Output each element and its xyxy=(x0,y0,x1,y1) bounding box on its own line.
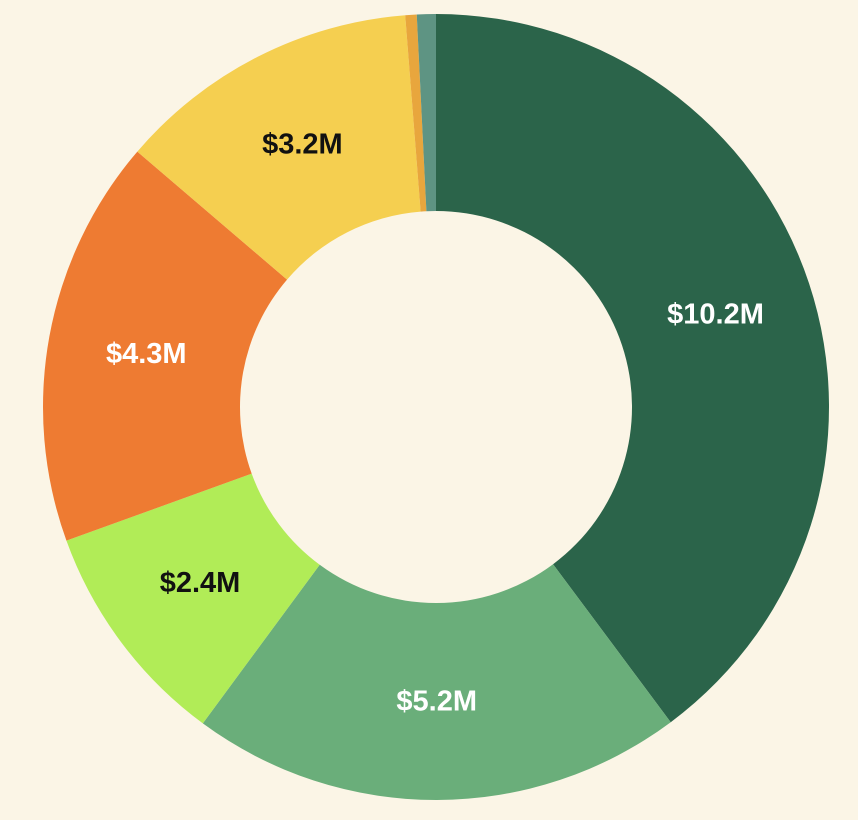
donut-slice-2 xyxy=(66,473,320,724)
donut-slice-0 xyxy=(436,14,829,723)
donut-slice-3 xyxy=(43,151,288,541)
slice-label-4: $3.2M xyxy=(262,129,343,161)
donut-slice-1 xyxy=(202,564,671,801)
donut-slice-6 xyxy=(416,14,436,212)
slice-label-2: $2.4M xyxy=(160,567,241,599)
slice-label-1: $5.2M xyxy=(396,685,477,717)
donut-slice-4 xyxy=(137,15,421,280)
donut-slice-5 xyxy=(405,14,427,212)
slice-label-0: $10.2M xyxy=(667,298,764,330)
slice-label-3: $4.3M xyxy=(106,338,187,370)
